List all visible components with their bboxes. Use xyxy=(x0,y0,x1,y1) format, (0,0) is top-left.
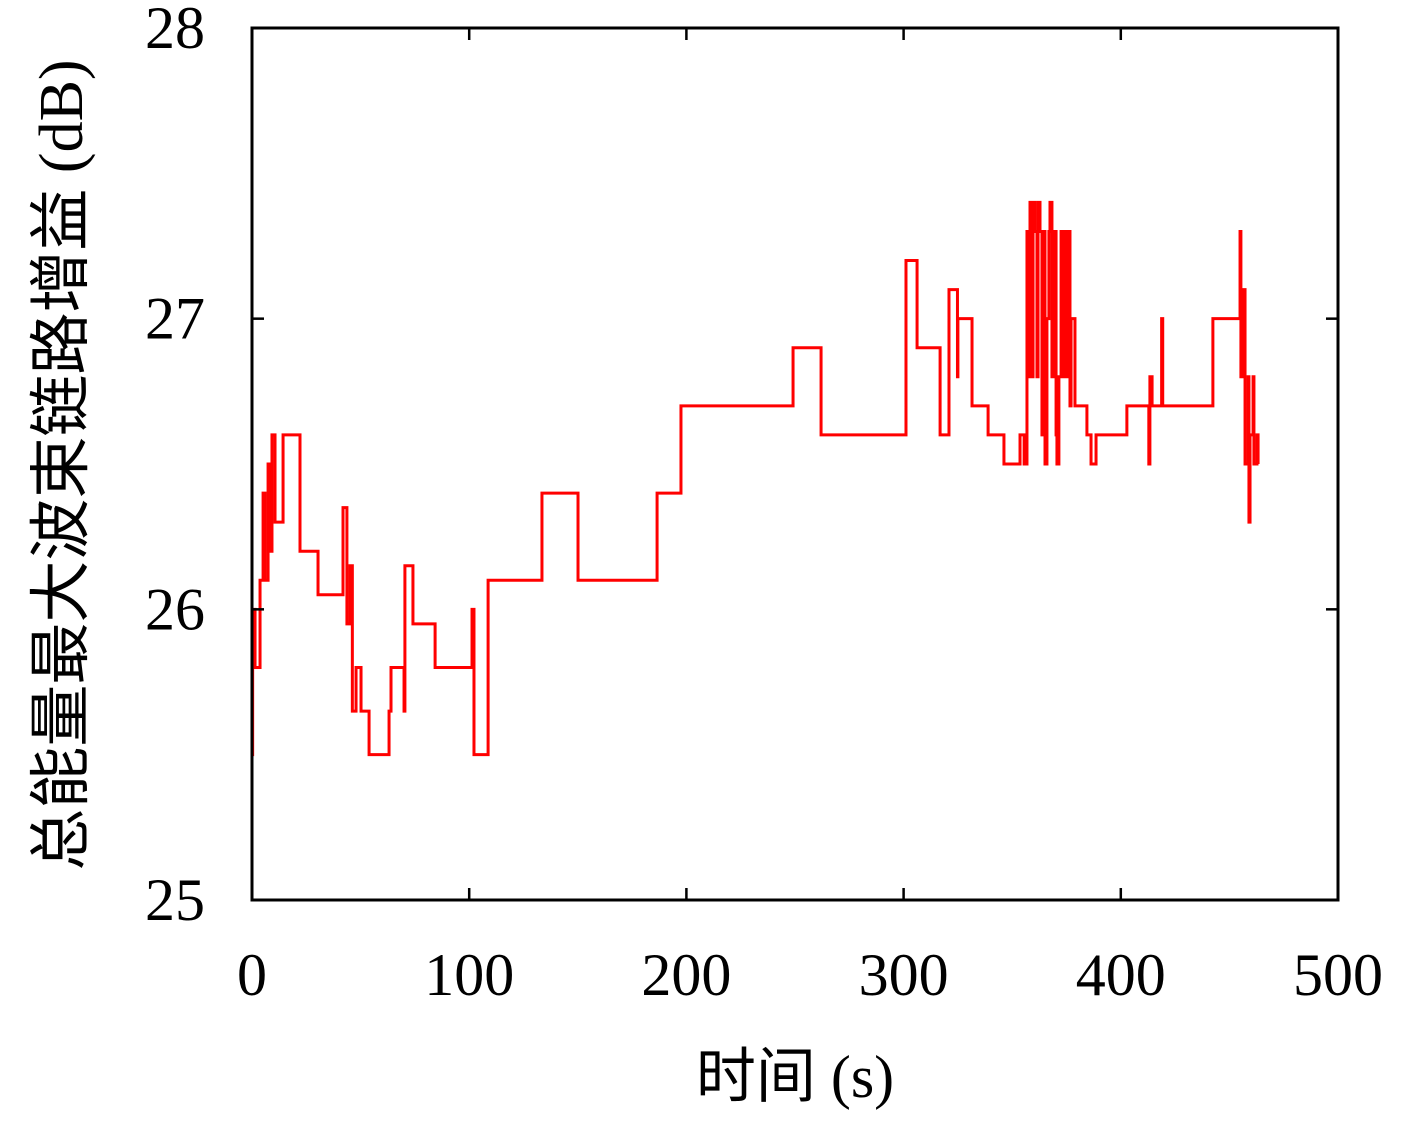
y-tick-label: 26 xyxy=(145,576,205,642)
y-tick-label: 25 xyxy=(145,867,205,933)
tick-label-layer: 0 100 200 300 400 500 25 26 27 28 xyxy=(145,0,1383,1008)
x-axis-label: 时间 (s) xyxy=(696,1044,894,1110)
y-tick-label: 27 xyxy=(145,286,205,352)
x-tick-label: 100 xyxy=(424,942,514,1008)
x-tick-label: 300 xyxy=(859,942,949,1008)
series-layer xyxy=(251,200,1260,757)
tick-layer xyxy=(250,26,1340,902)
x-tick-label: 400 xyxy=(1076,942,1166,1008)
plot-area-box xyxy=(250,26,1340,902)
x-tick-label: 0 xyxy=(237,942,267,1008)
y-tick-label: 28 xyxy=(145,0,205,61)
x-tick-label: 500 xyxy=(1293,942,1383,1008)
x-tick-label: 200 xyxy=(641,942,731,1008)
series-line-0 xyxy=(251,200,1260,757)
y-axis-label: 总能量最大波束链路增益 (dB) xyxy=(28,59,96,870)
